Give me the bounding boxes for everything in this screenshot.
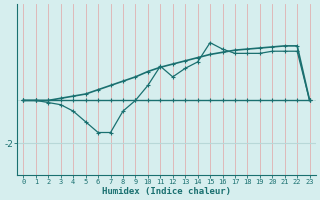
- X-axis label: Humidex (Indice chaleur): Humidex (Indice chaleur): [102, 187, 231, 196]
